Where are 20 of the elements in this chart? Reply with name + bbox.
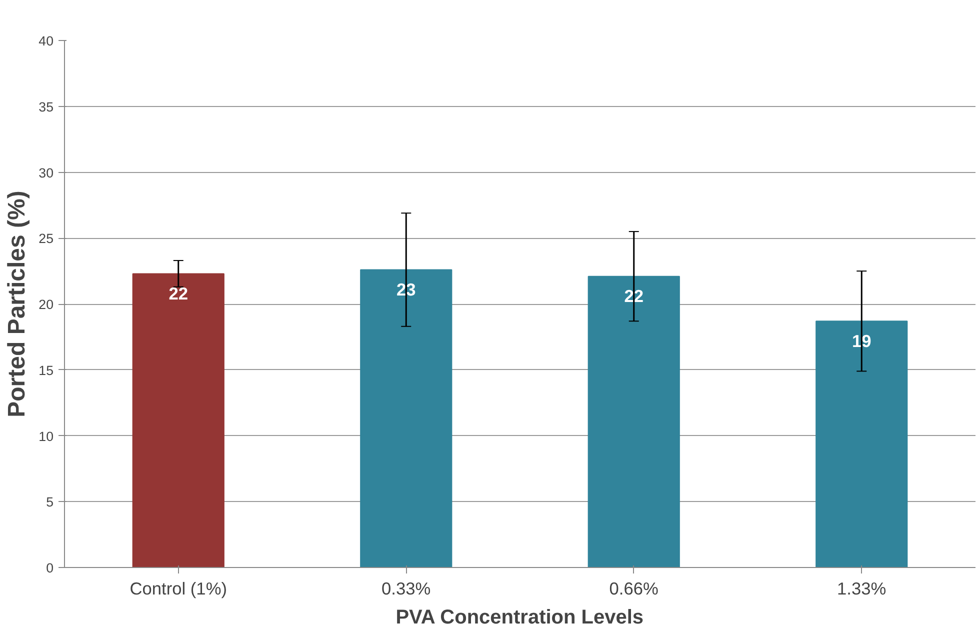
y-tick-label: 25 [38, 231, 54, 246]
y-axis-title: Ported Particles (%) [4, 190, 31, 418]
y-tick-label: 10 [38, 428, 54, 444]
bar [588, 276, 680, 568]
bar [360, 269, 452, 568]
x-tick-label: 0.66% [609, 578, 658, 598]
y-tick-label: 20 [38, 297, 54, 312]
x-axis-title: PVA Concentration Levels [396, 606, 644, 628]
y-tick-label: 15 [38, 362, 54, 378]
y-tick-label: 35 [38, 99, 54, 114]
y-tick-label: 30 [38, 165, 54, 180]
y-tick-label: 5 [46, 494, 54, 510]
y-tick-label: 0 [46, 560, 54, 576]
x-tick-label: 1.33% [837, 578, 886, 598]
y-tick-label: 40 [38, 34, 54, 48]
bar [816, 320, 908, 568]
data-label: 22 [168, 283, 188, 304]
x-tick-label: 0.33% [382, 578, 431, 598]
x-tick-label: Control (1%) [130, 578, 228, 598]
bar [132, 273, 224, 568]
